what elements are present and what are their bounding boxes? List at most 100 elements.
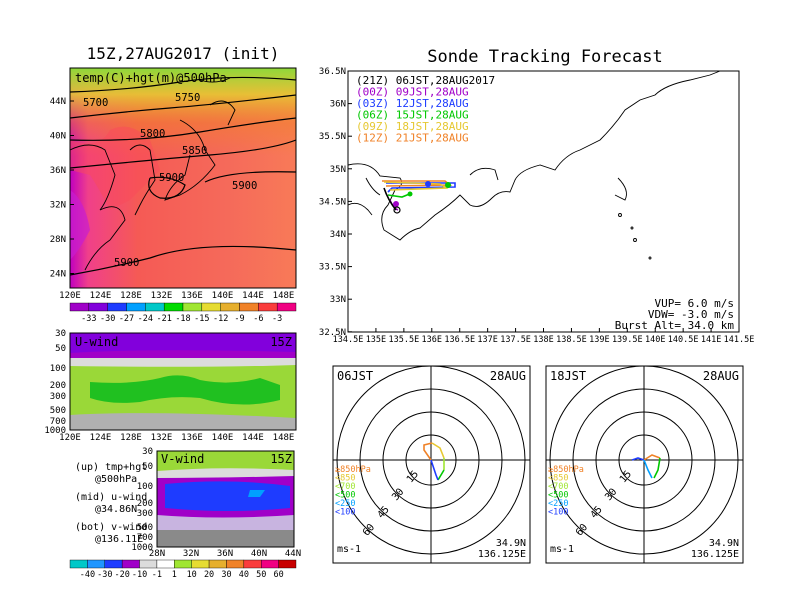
track-legend-entry: (21Z) 06JST,28AUG2017 (356, 74, 495, 87)
lon-tick: 137E (477, 335, 497, 345)
svg-text:5900: 5900 (232, 180, 257, 192)
lat-tick: 36.5N (319, 67, 346, 77)
colorbar-swatch (243, 559, 262, 569)
legend-notes: (up) tmp+hgt @500hPa (mid) u-wind @34.86… (75, 462, 147, 545)
svg-text:5900: 5900 (159, 172, 184, 184)
lon-tick: 141.5E (724, 335, 755, 345)
colorbar-label: -21 (156, 314, 171, 324)
vwind-label: V-wind (161, 452, 204, 466)
track-map (347, 70, 740, 333)
pressure-tick: 50 (142, 462, 153, 472)
lon-tick: 120E (59, 433, 81, 443)
lon-tick: 136E (181, 433, 203, 443)
lat-tick: 36N (217, 549, 233, 559)
lat-tick: 33.5N (319, 263, 346, 273)
pressure-tick: 100 (50, 364, 66, 374)
colorbar-label: -10 (132, 570, 147, 580)
hodo-time: 06JST (337, 369, 373, 383)
hodo-date: 28AUG (703, 369, 739, 383)
right-title: Sonde Tracking Forecast (427, 47, 662, 67)
lat-tick: 24N (50, 270, 66, 280)
hodo-lon: 136.125E (478, 549, 526, 560)
pressure-tick: 500 (137, 523, 153, 533)
pressure-tick: 1000 (131, 543, 153, 553)
hodo-trace (653, 457, 661, 479)
level-label: <850 (335, 474, 355, 484)
pressure-tick: 300 (137, 509, 153, 519)
uwind-time: 15Z (270, 335, 292, 349)
lon-tick: 128E (120, 291, 142, 301)
colorbar-swatch (226, 559, 245, 569)
lon-tick: 138E (533, 335, 553, 345)
hodo-lon: 136.125E (691, 549, 739, 560)
lon-tick: 132E (151, 433, 173, 443)
lat-tick: 44N (50, 97, 66, 107)
lon-tick: 144E (242, 433, 264, 443)
lon-tick: 120E (59, 291, 81, 301)
colorbar-swatch (88, 302, 108, 312)
colorbar-swatch (156, 559, 175, 569)
lon-tick: 144E (242, 291, 264, 301)
lon-tick: 139.5E (612, 335, 643, 345)
lat-tick: 35.5N (319, 132, 346, 142)
pressure-tick: 30 (55, 329, 66, 339)
svg-text:5800: 5800 (140, 128, 165, 140)
svg-text:@500hPa: @500hPa (95, 474, 137, 485)
hodo-trace (643, 459, 653, 479)
vup: VUP= 6.0 m/s (655, 297, 734, 310)
contour-labels: 5700 5750 5800 5850 5900 5900 5900 (83, 92, 257, 269)
colorbar-label: -3 (272, 314, 282, 324)
colorbar-label: -24 (138, 314, 153, 324)
pressure-tick: 200 (50, 381, 66, 391)
hodo-trace (437, 469, 445, 481)
lon-tick: 148E (273, 291, 295, 301)
lat-tick: 44N (285, 549, 301, 559)
lon-tick: 136E (181, 291, 203, 301)
hodo-trace (431, 442, 445, 459)
lat-tick: 35N (330, 165, 346, 175)
hodo-unit: ms-1 (337, 544, 361, 555)
svg-text:5750: 5750 (175, 92, 200, 104)
colorbar-label: 60 (273, 570, 283, 580)
svg-text:5900: 5900 (114, 257, 139, 269)
svg-text:@34.86N: @34.86N (95, 504, 137, 515)
pressure-tick: 50 (55, 344, 66, 354)
lon-tick: 124E (90, 433, 112, 443)
colorbar-swatch (201, 302, 221, 312)
colorbar-swatch (121, 559, 140, 569)
colorbar-label: -40 (80, 570, 95, 580)
lon-tick: 135.5E (389, 335, 420, 345)
colorbar-swatch (220, 302, 240, 312)
lon-tick: 140E (212, 291, 234, 301)
colorbar-label: -27 (119, 314, 134, 324)
colorbar-swatch (87, 559, 105, 569)
lon-tick: 124E (90, 291, 112, 301)
hodograph-18jst: 18JST 28AUG34.9N136.125Ems-115304560≥850h… (545, 365, 744, 564)
hodo-trace (643, 454, 661, 461)
lat-tick: 34.5N (319, 197, 346, 207)
lon-tick: 134.5E (333, 335, 364, 345)
uwind-label: U-wind (75, 335, 118, 349)
lon-tick: 140.5E (668, 335, 699, 345)
colorbar-swatch (261, 559, 279, 569)
colorbar-swatch (126, 302, 146, 312)
lat-tick: 40N (50, 132, 66, 142)
lat-tick: 32N (183, 549, 199, 559)
vwind-panel (157, 451, 294, 547)
svg-text:@136.11E: @136.11E (95, 534, 143, 545)
colorbar-label: 1 (172, 570, 177, 580)
colorbar-label: -33 (81, 314, 96, 324)
colorbar-label: 50 (256, 570, 266, 580)
left-title: 15Z,27AUG2017 (init) (87, 44, 280, 63)
lon-tick: 141E (701, 335, 721, 345)
svg-text:(bot) v-wind: (bot) v-wind (75, 522, 147, 533)
colorbar-swatch (174, 559, 192, 569)
colorbar-swatch (145, 302, 165, 312)
colorbar-label: 40 (239, 570, 249, 580)
pressure-tick: 700 (50, 417, 66, 427)
colorbar-label: 30 (221, 570, 231, 580)
lat-tick: 40N (251, 549, 267, 559)
lat-tick: 28N (50, 235, 66, 245)
lat-tick: 36N (330, 100, 346, 110)
